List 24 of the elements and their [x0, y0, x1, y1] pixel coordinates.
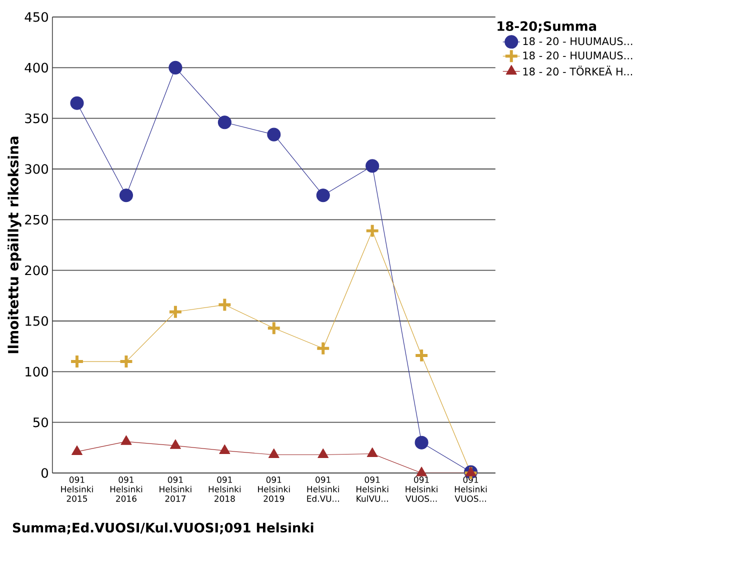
- y-tick-label: 50: [33, 417, 48, 428]
- y-tick-label: 400: [24, 62, 48, 73]
- x-tick-label: 091 Helsinki 2015: [61, 476, 93, 502]
- legend-label: 18 - 20 - TÖRKEÄ H...: [523, 66, 632, 76]
- legend-label: 18 - 20 - HUUMAUS...: [523, 52, 632, 60]
- y-tick-label: 300: [25, 164, 48, 174]
- x-tick-label: 091 Helsinki KulVU...: [356, 476, 388, 502]
- x-tick-label: 091 Helsinki Ed.VU...: [307, 476, 339, 502]
- y-tick-label: 200: [25, 265, 48, 276]
- x-tick-label: 091 Helsinki VUOS...: [406, 476, 438, 502]
- legend-title: 18-20;Summa: [498, 21, 596, 33]
- y-tick-label: 350: [25, 113, 48, 124]
- y-tick-label: 100: [26, 366, 48, 377]
- y-tick-label: 250: [25, 214, 48, 225]
- x-tick-label: 091 Helsinki 2019: [258, 476, 290, 502]
- x-axis-title: Summa;Ed.VUOSI/Kul.VUOSI;091 Helsinki: [12, 522, 314, 534]
- x-tick-label: 091 Helsinki 2018: [208, 476, 241, 502]
- y-axis-title: Ilmoitettu epäillyt rikoksina: [8, 136, 22, 354]
- y-tick-label: 450: [24, 12, 48, 22]
- x-tick-label: 091 Helsinki 2017: [160, 476, 192, 502]
- y-tick-label: 0: [41, 468, 48, 478]
- y-tick-label: 150: [26, 316, 48, 326]
- x-tick-label: 091 Helsinki 2016: [110, 476, 142, 502]
- legend-label: 18 - 20 - HUUMAUS...: [523, 37, 632, 46]
